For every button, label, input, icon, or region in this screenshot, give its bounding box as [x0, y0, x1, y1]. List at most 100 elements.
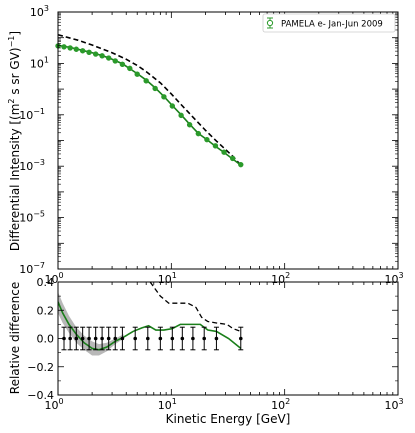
y-label-sup2: −1: [7, 36, 16, 48]
bottom-clipped-data: [58, 282, 244, 356]
top-data-point: [67, 45, 73, 51]
top-y-tick-label-base: 10: [30, 6, 44, 19]
legend-marker-icon: [266, 19, 274, 27]
top-data-layer: [55, 33, 244, 168]
bottom-data-point: [180, 336, 185, 341]
bottom-data-point: [158, 336, 163, 341]
bottom-panel: 100 101 102 103 −0.4−0.20.00.20.4 Relative …: [8, 276, 404, 426]
top-y-tick-label-exponent: −1: [33, 107, 45, 116]
top-data-point: [169, 103, 176, 109]
bottom-x-tick-label-base: 10: [44, 399, 58, 412]
top-y-tick-label: 10−1: [19, 107, 45, 122]
bottom-data-point: [120, 336, 125, 341]
top-data-point: [134, 71, 140, 77]
legend-box: [262, 13, 396, 33]
bottom-data-layer: [58, 282, 244, 356]
top-data-point: [230, 155, 236, 162]
bottom-data-point: [170, 336, 175, 341]
top-data-point: [112, 58, 118, 64]
top-data-point: [79, 48, 86, 54]
bottom-data-point: [133, 336, 138, 341]
top-x-tick-label-exponent: 0: [58, 271, 63, 280]
top-data-point: [204, 136, 210, 143]
top-y-tick-label: 101: [30, 55, 49, 70]
bottom-x-tick-label: 101: [158, 397, 177, 412]
top-data-point: [119, 61, 126, 68]
top-y-tick-label-base: 10: [19, 263, 33, 276]
top-y-tick-label-base: 10: [19, 160, 33, 173]
legend-label: PAMELA e- Jan-Jun 2009: [281, 20, 383, 30]
top-data-point: [105, 55, 112, 61]
bottom-data-point: [74, 336, 79, 341]
bottom-data-point: [87, 336, 91, 341]
bottom-x-tick-label-base: 10: [384, 399, 398, 412]
top-reference-dashed-line: [57, 33, 242, 166]
top-x-tick-label-base: 10: [158, 273, 172, 286]
bottom-x-tick-labels: 100 101 102 103: [44, 397, 403, 412]
top-data-point: [212, 143, 219, 149]
top-data-point: [99, 53, 105, 59]
bottom-x-tick-label-exponent: 0: [58, 397, 63, 406]
bottom-y-tick-label: −0.4: [27, 389, 54, 402]
bottom-y-tick-label: −0.2: [27, 361, 54, 374]
bottom-x-tick-label-base: 10: [271, 399, 285, 412]
top-x-tick-label-base: 10: [384, 273, 398, 286]
top-x-tick-label-base: 10: [44, 273, 58, 286]
top-y-axis-label: Differential Intensity [(m2 s sr GV)−1]: [7, 31, 22, 251]
top-y-tick-label: 10−5: [19, 210, 45, 225]
top-data-point: [238, 161, 244, 168]
bottom-x-tick-label: 100: [44, 397, 63, 412]
top-y-tick-label-base: 10: [19, 109, 33, 122]
top-data-point: [61, 44, 67, 50]
bottom-x-tick-label: 102: [271, 397, 290, 412]
top-x-tick-label: 101: [158, 271, 177, 286]
top-y-tick-label: 10−7: [19, 261, 45, 276]
y-label-end: ]: [8, 31, 22, 36]
bottom-data-point: [191, 336, 195, 341]
top-data-point: [92, 51, 99, 57]
top-y-tick-label: 103: [30, 4, 49, 19]
top-x-tick-label: 100: [44, 271, 63, 286]
y-label-mid: s sr GV): [8, 47, 22, 98]
top-x-tick-label-base: 10: [271, 273, 285, 286]
top-data-point: [152, 85, 158, 92]
bottom-data-point: [113, 336, 118, 341]
bottom-data-point: [202, 336, 207, 341]
top-y-tick-label: 10−3: [19, 158, 45, 173]
top-data-point: [86, 49, 92, 56]
top-y-tick-label-base: 10: [19, 212, 33, 225]
bottom-data-point: [62, 336, 66, 341]
bottom-data-point: [214, 336, 219, 341]
bottom-x-tick-label: 103: [384, 397, 403, 412]
bottom-uncertainty-band: [58, 291, 124, 356]
top-data-point: [143, 78, 149, 84]
bottom-y-tick-label: 0.4: [37, 276, 55, 289]
top-y-tick-label-exponent: 3: [44, 4, 49, 13]
bottom-reference-dashed-line: [149, 282, 242, 333]
top-data-point: [195, 130, 202, 137]
bottom-x-tick-label-exponent: 2: [285, 397, 290, 406]
top-y-tick-label-exponent: −7: [33, 261, 45, 270]
bottom-x-tick-label-base: 10: [158, 399, 172, 412]
bottom-y-tick-label: 0.2: [37, 304, 55, 317]
bottom-data-point: [100, 336, 104, 341]
top-x-tick-labels: 100 101 102 103: [44, 271, 403, 286]
top-data-point: [178, 112, 184, 119]
bottom-x-axis-label: Kinetic Energy [GeV]: [166, 412, 291, 426]
top-x-tick-label: 102: [271, 271, 290, 286]
top-y-tick-label-base: 10: [30, 57, 44, 70]
top-data-point: [221, 149, 227, 155]
bottom-ticks: [57, 281, 398, 396]
legend: PAMELA e- Jan-Jun 2009: [262, 13, 396, 33]
top-data-point: [161, 94, 167, 100]
y-label-sup1: 2: [7, 98, 16, 103]
bottom-x-tick-label-exponent: 1: [172, 397, 177, 406]
bottom-data-point: [68, 336, 72, 341]
bottom-y-tick-labels: −0.4 −0.2 0.0 0.2 0.4: [27, 276, 54, 402]
top-ticks: [57, 11, 398, 270]
y-label-main: Differential Intensity [(m: [8, 104, 22, 252]
top-data-point: [127, 65, 133, 72]
